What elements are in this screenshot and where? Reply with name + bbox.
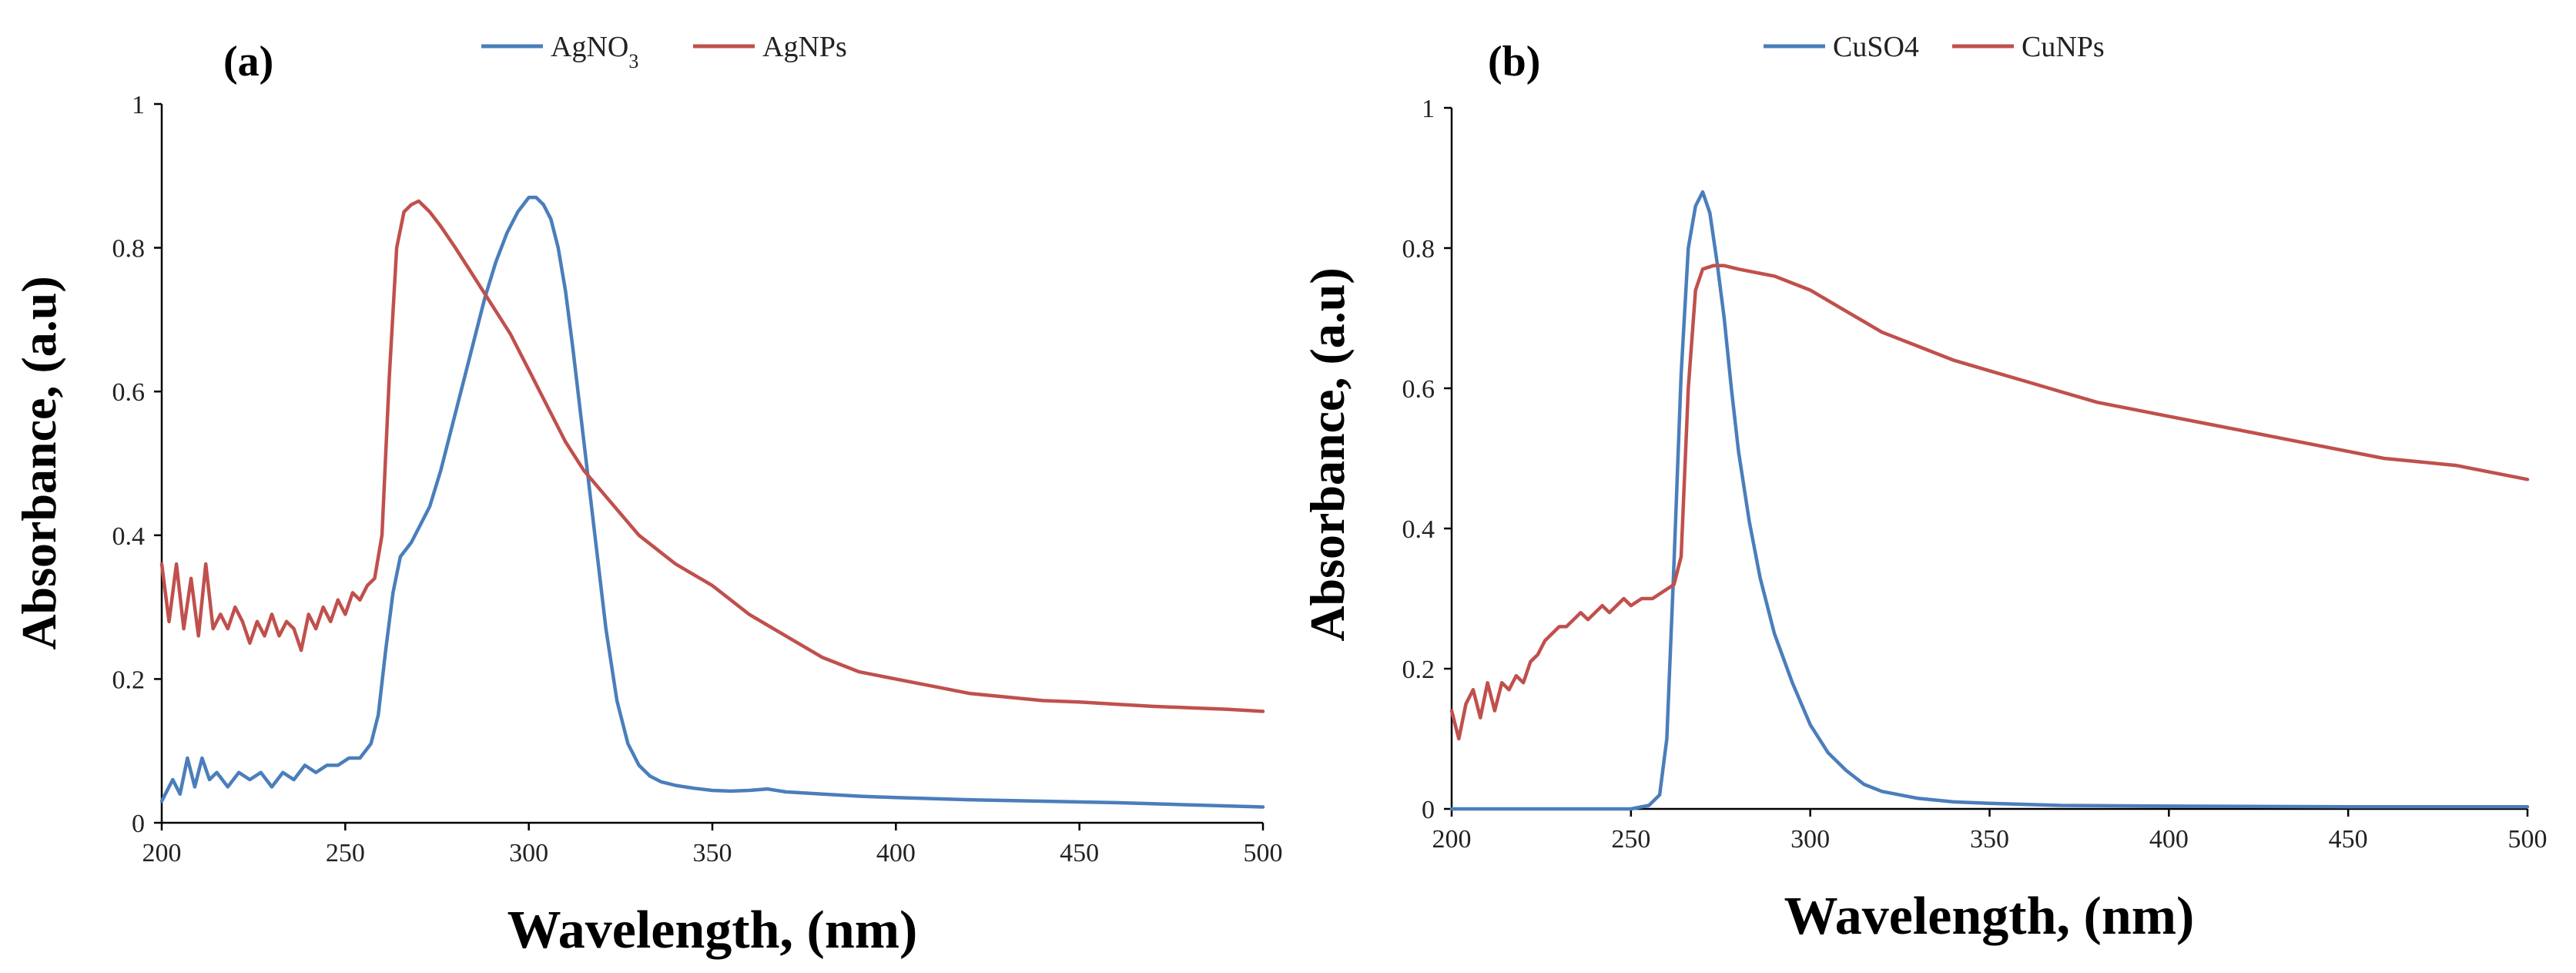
panel-a-legend: AgNO3 AgNPs (481, 31, 847, 72)
panel-b-y-tick-label: 0.4 (1402, 515, 1435, 544)
panel-a-y-tick-label: 1 (132, 91, 145, 119)
panel-a-x-axis-label: Wavelength, (nm) (507, 901, 918, 960)
panel-b-y-axis-label: Absorbance, (a.u) (1300, 267, 1355, 641)
panel-a-label: (a) (223, 38, 273, 86)
panel-b-y-tick-label: 0.6 (1402, 375, 1435, 404)
panel-b-x-tick-label: 200 (1432, 825, 1472, 854)
panel-a-y-tick-label: 0.2 (112, 666, 146, 694)
legend-agno3-label: AgNO3 (551, 31, 638, 72)
panel-a: (a) AgNO3 AgNPs 0 0.2 0.4 0.6 0.8 1 200 250 300… (12, 31, 1283, 960)
legend-agnps-label: AgNPs (762, 31, 847, 63)
panel-a-series-agno3-line (159, 196, 1265, 809)
panel-b-x-axis-label: Wavelength, (nm) (1784, 887, 2195, 946)
panel-b-x-tick-label: 450 (2329, 825, 2368, 854)
panel-a-x-tick-label: 350 (693, 839, 732, 867)
panel-b-series-cuso4-line (1449, 190, 2530, 811)
panel-b-x-tick-label: 300 (1790, 825, 1830, 854)
panel-a-x-tick-label: 450 (1060, 839, 1099, 867)
panel-a-x-tick-label: 300 (509, 839, 548, 867)
panel-a-y-tick-label: 0.4 (112, 522, 146, 551)
panel-b-series-cunps-line (1449, 263, 2530, 741)
panel-b-x-tick-label: 350 (1970, 825, 2009, 854)
panel-a-x-tick-label: 250 (326, 839, 365, 867)
panel-a-y-tick-label: 0 (132, 810, 145, 838)
panel-a-x-tick-label: 200 (142, 839, 182, 867)
panel-a-series-agnps-line (159, 199, 1265, 713)
panel-a-x-tick-label: 400 (876, 839, 916, 867)
panel-b-x-tick-label: 500 (2508, 825, 2548, 854)
panel-a-y-tick-label: 0.6 (112, 378, 146, 407)
panel-b-y-tick-label: 0 (1422, 796, 1435, 824)
panel-b-x-tick-label: 400 (2149, 825, 2189, 854)
panel-b-x-tick-label: 250 (1611, 825, 1650, 854)
panel-b-y-tick-label: 0.2 (1402, 656, 1435, 684)
panel-b-legend: CuSO4 CuNPs (1764, 31, 2105, 63)
panel-a-y-axis-label: Absorbance, (a.u) (12, 276, 66, 649)
panel-b-label: (b) (1488, 38, 1540, 86)
panel-a-y-tick-label: 0.8 (112, 235, 146, 263)
panel-b-y-tick-label: 1 (1422, 95, 1435, 123)
panel-b-y-tick-label: 0.8 (1402, 235, 1435, 263)
panel-a-x-tick-label: 500 (1244, 839, 1283, 867)
panel-b: (b) CuSO4 CuNPs 0 0.2 0.4 0.6 0.8 1 200 250 300… (1300, 31, 2548, 946)
legend-cuso4-label: CuSO4 (1833, 31, 1919, 63)
legend-cunps-label: CuNPs (2022, 31, 2105, 63)
